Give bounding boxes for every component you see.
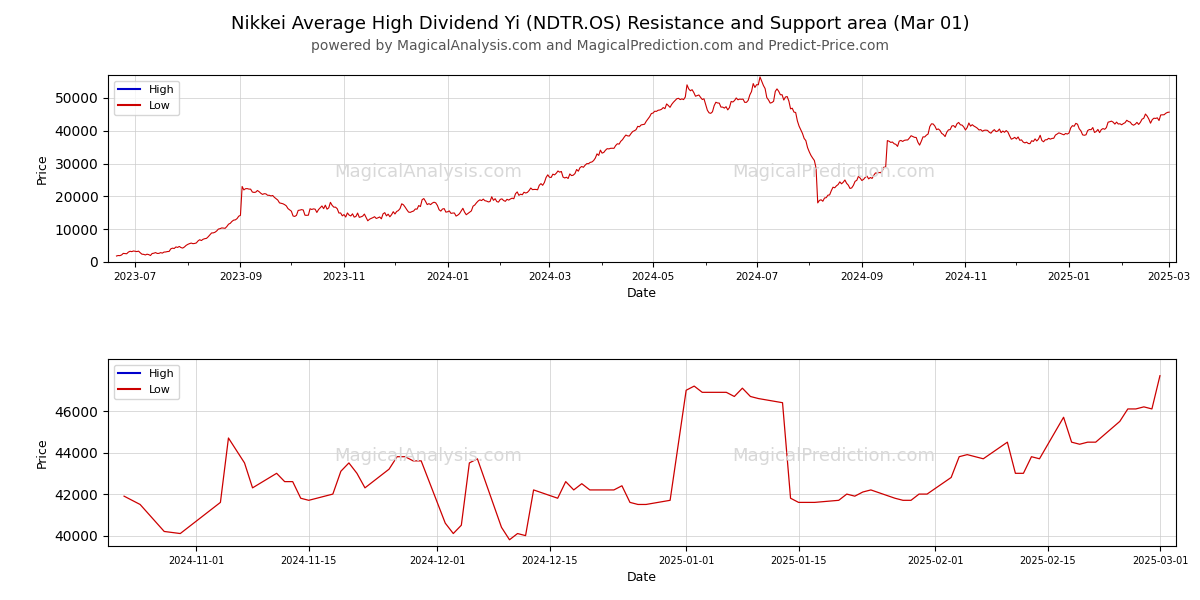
Y-axis label: Price: Price: [36, 437, 49, 468]
Text: MagicalAnalysis.com: MagicalAnalysis.com: [335, 447, 522, 465]
Text: powered by MagicalAnalysis.com and MagicalPrediction.com and Predict-Price.com: powered by MagicalAnalysis.com and Magic…: [311, 39, 889, 53]
X-axis label: Date: Date: [628, 571, 658, 584]
Text: MagicalPrediction.com: MagicalPrediction.com: [733, 447, 936, 465]
Legend: High, Low: High, Low: [114, 80, 179, 115]
Legend: High, Low: High, Low: [114, 365, 179, 399]
Text: Nikkei Average High Dividend Yi (NDTR.OS) Resistance and Support area (Mar 01): Nikkei Average High Dividend Yi (NDTR.OS…: [230, 15, 970, 33]
Y-axis label: Price: Price: [36, 153, 49, 184]
X-axis label: Date: Date: [628, 287, 658, 300]
Text: MagicalAnalysis.com: MagicalAnalysis.com: [335, 163, 522, 181]
Text: MagicalPrediction.com: MagicalPrediction.com: [733, 163, 936, 181]
